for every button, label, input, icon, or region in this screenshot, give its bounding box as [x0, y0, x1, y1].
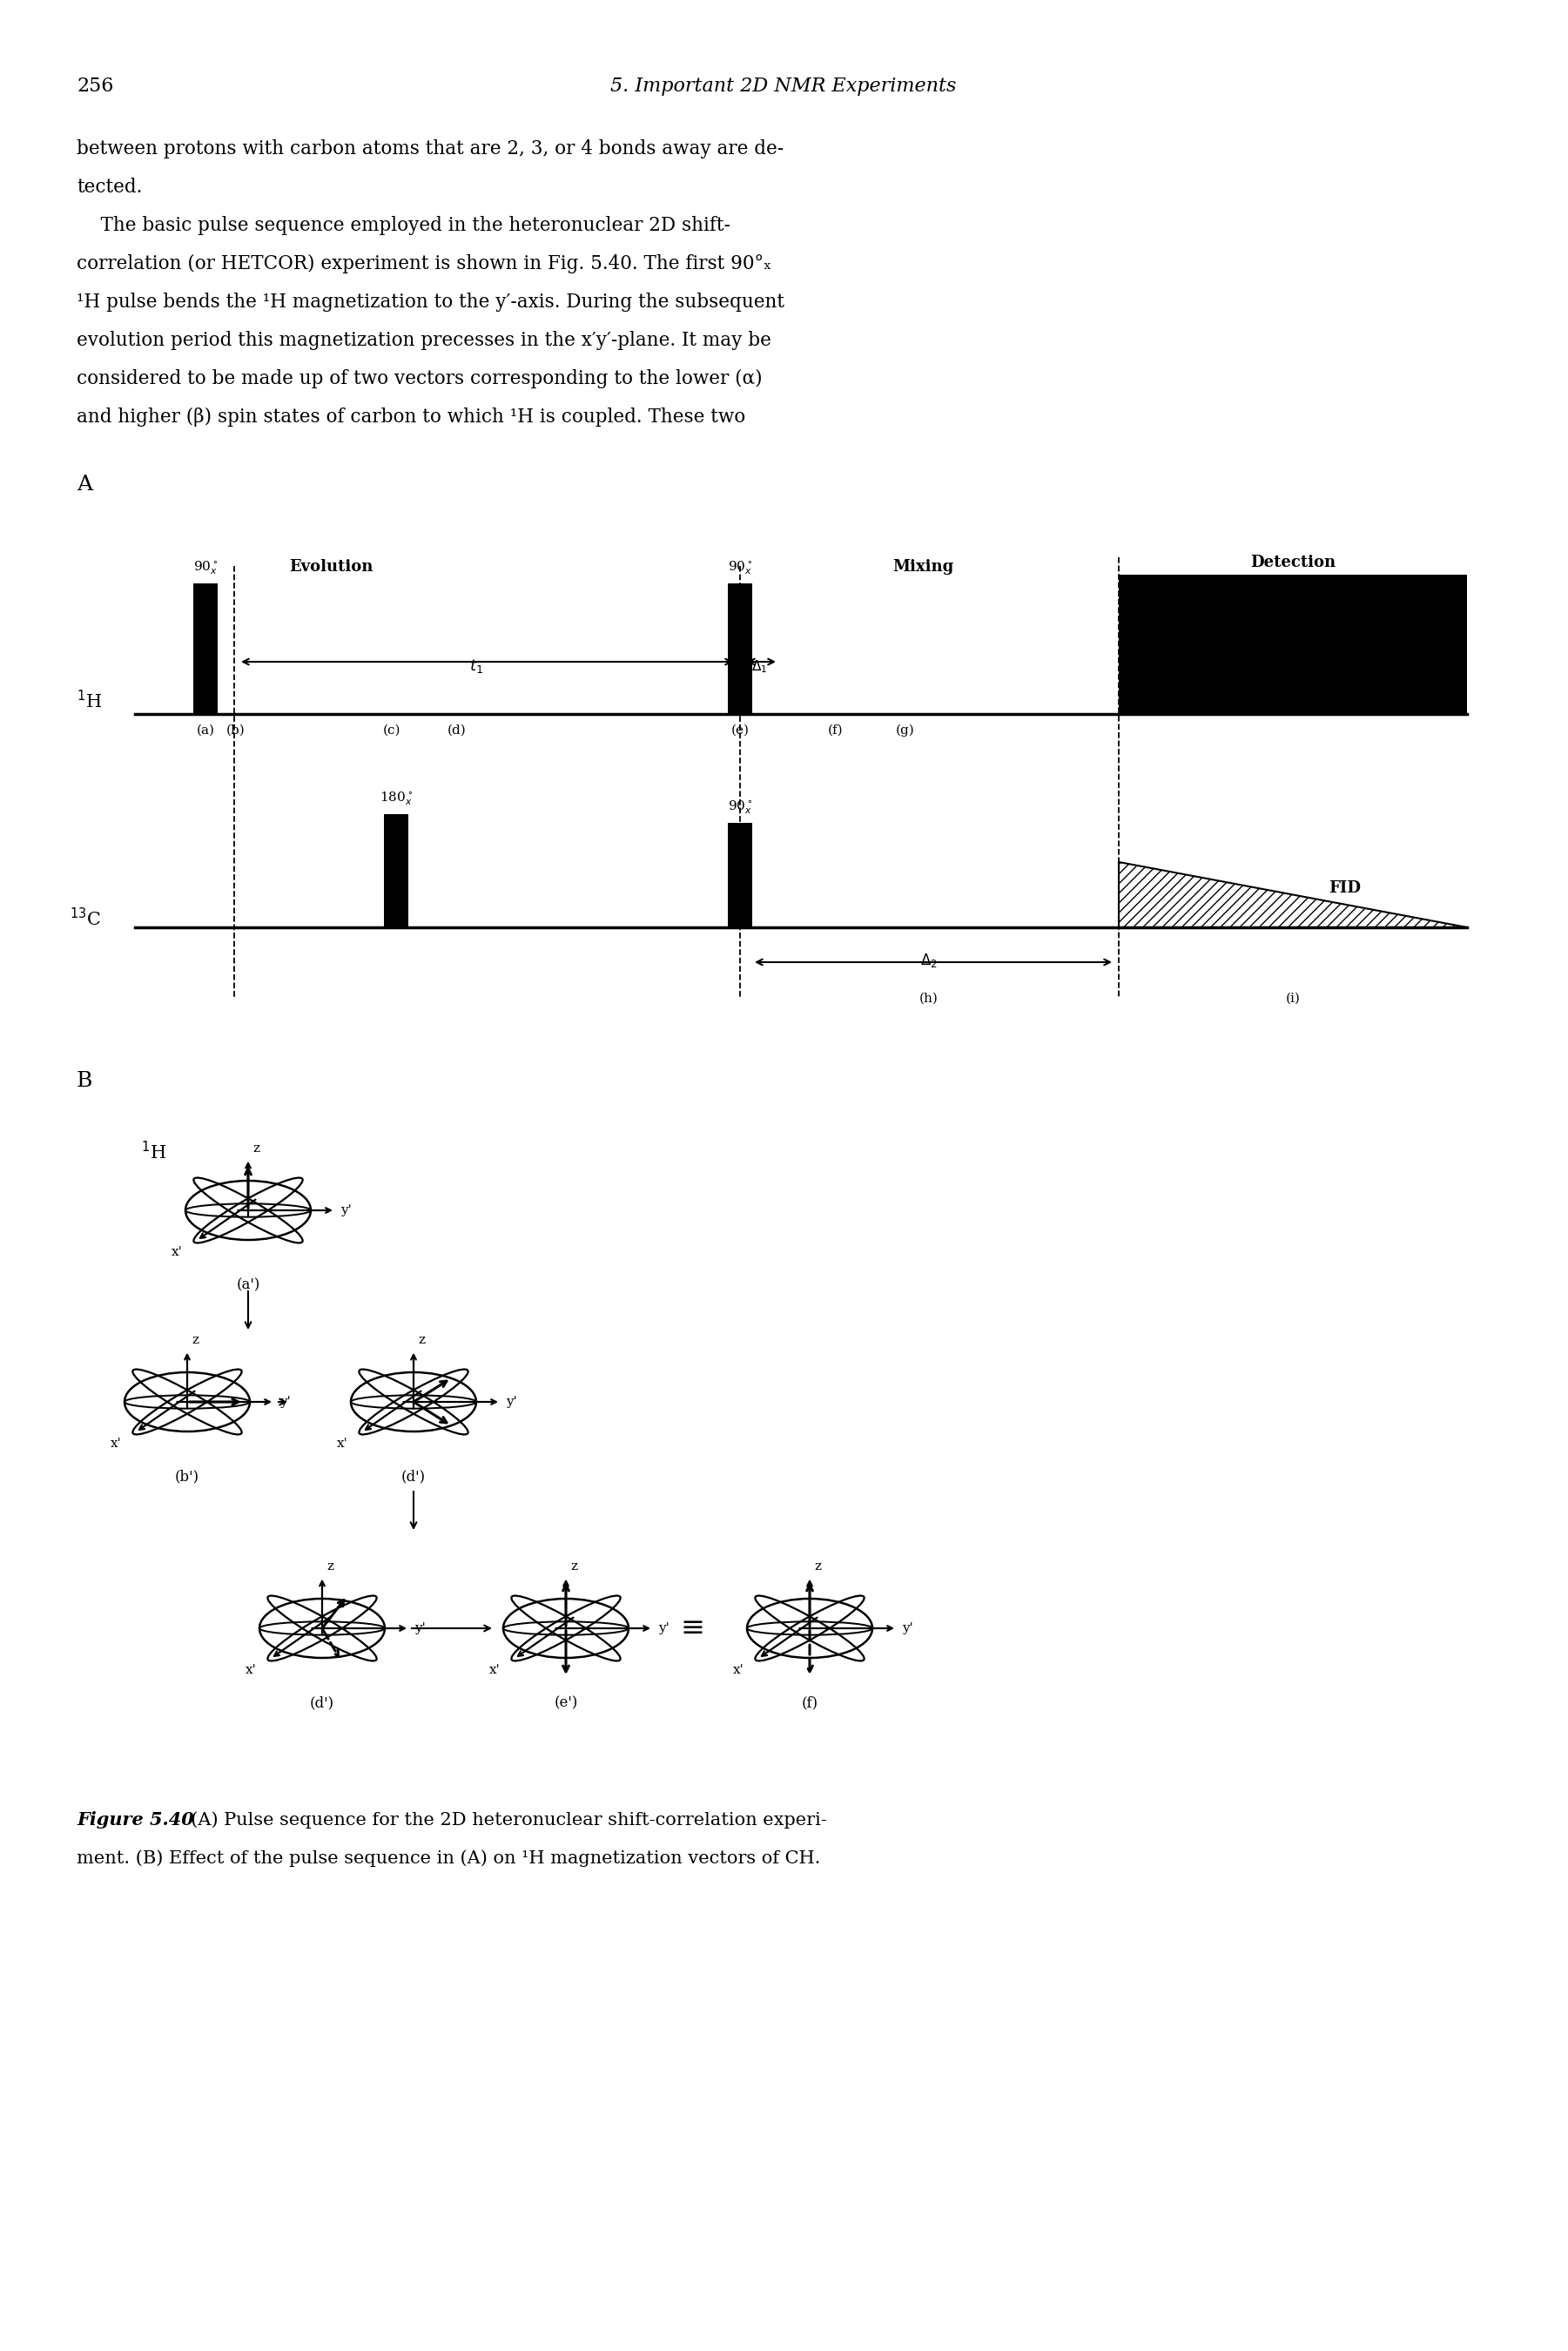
Text: x': x'	[732, 1665, 745, 1676]
Text: $\Delta_1$: $\Delta_1$	[751, 658, 767, 675]
Text: y': y'	[279, 1396, 290, 1408]
Text: Evolution: Evolution	[289, 560, 373, 574]
Text: z: z	[326, 1561, 334, 1573]
Text: $^1$H: $^1$H	[141, 1140, 166, 1164]
Bar	[193, 583, 218, 715]
Text: x': x'	[246, 1665, 257, 1676]
Text: y': y'	[506, 1396, 517, 1408]
Text: ment. (B) Effect of the pulse sequence in (A) on ¹H magnetization vectors of CH.: ment. (B) Effect of the pulse sequence i…	[77, 1850, 820, 1867]
Text: 90$^\circ_x$: 90$^\circ_x$	[728, 560, 753, 576]
Text: evolution period this magnetization precesses in the x′y′-plane. It may be: evolution period this magnetization prec…	[77, 331, 771, 350]
Text: The basic pulse sequence employed in the heteronuclear 2D shift-: The basic pulse sequence employed in the…	[77, 216, 731, 235]
Text: 90$^\circ_x$: 90$^\circ_x$	[193, 560, 218, 576]
Text: A: A	[77, 475, 93, 494]
Text: (d): (d)	[447, 724, 467, 736]
Text: z: z	[252, 1143, 259, 1154]
Text: ≡: ≡	[681, 1615, 704, 1643]
Text: z: z	[571, 1561, 577, 1573]
Text: B: B	[77, 1072, 93, 1091]
Text: Figure 5.40: Figure 5.40	[77, 1810, 194, 1829]
Ellipse shape	[124, 1373, 249, 1432]
Text: 5. Important 2D NMR Experiments: 5. Important 2D NMR Experiments	[610, 78, 956, 96]
Text: $^{13}$C: $^{13}$C	[69, 907, 100, 929]
Text: z: z	[191, 1333, 199, 1345]
Text: $t_1$: $t_1$	[469, 658, 483, 675]
Text: Mixing: Mixing	[892, 560, 953, 574]
Text: 256: 256	[77, 78, 113, 96]
Text: (g): (g)	[895, 724, 914, 736]
Text: (d'): (d')	[401, 1469, 426, 1483]
Text: FID: FID	[1330, 879, 1361, 896]
Ellipse shape	[746, 1599, 872, 1657]
Text: z: z	[814, 1561, 822, 1573]
Text: (c): (c)	[383, 724, 401, 736]
Ellipse shape	[503, 1599, 629, 1657]
Ellipse shape	[259, 1599, 384, 1657]
Text: correlation (or HETCOR) experiment is shown in Fig. 5.40. The first 90°ₓ: correlation (or HETCOR) experiment is sh…	[77, 254, 771, 273]
Text: 90$^\circ_x$: 90$^\circ_x$	[728, 799, 753, 816]
Ellipse shape	[185, 1180, 310, 1239]
Text: (e): (e)	[731, 724, 750, 736]
Text: x': x'	[110, 1436, 122, 1451]
Text: $^1$H: $^1$H	[77, 689, 102, 712]
Text: (A) Pulse sequence for the 2D heteronuclear shift-correlation experi-: (A) Pulse sequence for the 2D heteronucl…	[179, 1810, 826, 1829]
Text: 180$^\circ_x$: 180$^\circ_x$	[379, 790, 412, 806]
Text: (b): (b)	[226, 724, 246, 736]
Text: (d'): (d')	[310, 1695, 334, 1712]
Text: between protons with carbon atoms that are 2, 3, or 4 bonds away are de-: between protons with carbon atoms that a…	[77, 139, 784, 158]
Text: z: z	[419, 1333, 425, 1345]
Text: (a'): (a')	[237, 1279, 260, 1293]
Text: (f): (f)	[828, 724, 844, 736]
Text: (a): (a)	[196, 724, 215, 736]
Bar	[1118, 574, 1468, 715]
Text: x': x'	[489, 1665, 500, 1676]
Text: (f): (f)	[801, 1695, 818, 1712]
Text: x': x'	[171, 1246, 182, 1258]
Text: and higher (β) spin states of carbon to which ¹H is coupled. These two: and higher (β) spin states of carbon to …	[77, 407, 745, 428]
Text: x': x'	[337, 1436, 348, 1451]
Text: (i): (i)	[1286, 992, 1300, 1004]
Text: (h): (h)	[919, 992, 939, 1004]
Text: $\Delta_2$: $\Delta_2$	[920, 952, 938, 969]
Ellipse shape	[351, 1373, 477, 1432]
Text: (b'): (b')	[176, 1469, 199, 1483]
Text: ¹H pulse bends the ¹H magnetization to the y′-axis. During the subsequent: ¹H pulse bends the ¹H magnetization to t…	[77, 292, 784, 313]
Text: y': y'	[414, 1622, 425, 1634]
Text: y': y'	[902, 1622, 913, 1634]
Text: (e'): (e')	[554, 1695, 579, 1712]
Text: Detection: Detection	[1250, 555, 1336, 571]
Bar	[728, 583, 753, 715]
Bar	[384, 813, 408, 926]
Bar	[728, 823, 753, 926]
Text: y': y'	[659, 1622, 670, 1634]
Text: tected.: tected.	[77, 179, 143, 197]
Text: y': y'	[340, 1204, 351, 1215]
Text: considered to be made up of two vectors corresponding to the lower (α): considered to be made up of two vectors …	[77, 369, 762, 388]
